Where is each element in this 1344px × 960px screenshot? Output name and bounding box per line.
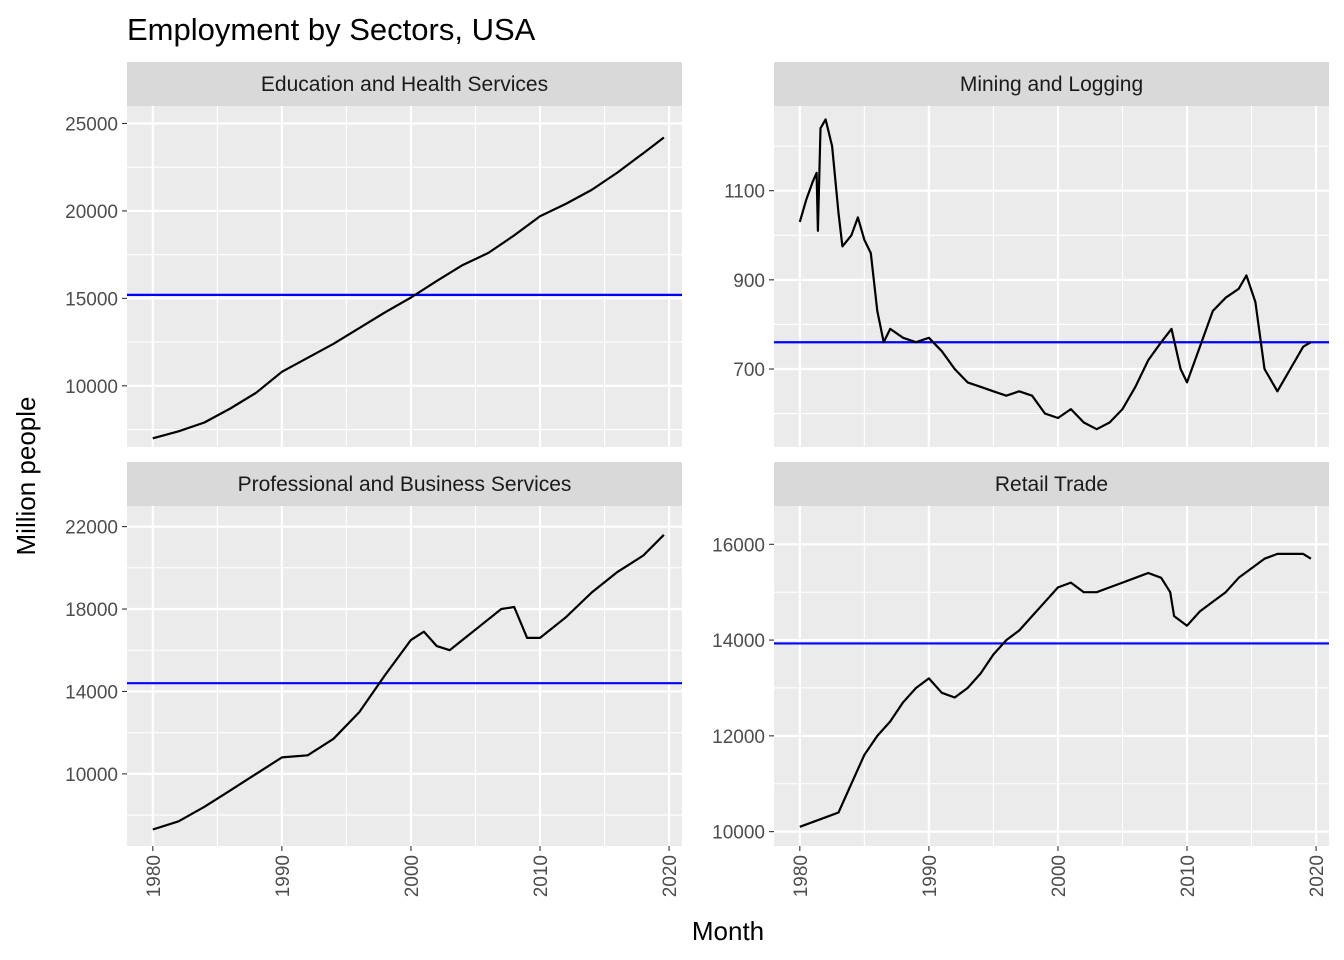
facet-panels: Education and Health Services 10000 15000 2…: [65, 62, 1329, 897]
y-tick-label: 700: [733, 360, 765, 381]
y-tick-label: 16000: [712, 535, 765, 556]
facet-strip-label: Retail Trade: [995, 473, 1108, 496]
y-tick-label: 14000: [65, 682, 118, 703]
y-tick-label: 10000: [65, 377, 118, 398]
facet-panel: Professional and Business Services 10000 1…: [65, 462, 682, 897]
y-tick-label: 18000: [65, 600, 118, 621]
x-tick-label: 2020: [660, 855, 681, 897]
x-tick-label: 1990: [920, 855, 941, 897]
y-tick-label: 22000: [65, 518, 118, 539]
y-tick-label: 25000: [65, 114, 118, 135]
x-tick-label: 2000: [402, 855, 423, 897]
panel-background: [127, 106, 682, 447]
panel-background: [127, 506, 682, 846]
facet-panel: Retail Trade 10000 12000 14000 16000 1980 1990…: [712, 462, 1329, 897]
x-axis-title: Month: [692, 916, 764, 946]
panel-background: [774, 506, 1329, 846]
facet-panel: Mining and Logging 700 900 1100: [724, 62, 1329, 447]
x-tick-label: 2020: [1307, 855, 1328, 897]
x-tick-label: 2010: [531, 855, 552, 897]
x-tick-label: 1980: [144, 855, 165, 897]
y-tick-label: 10000: [712, 823, 765, 844]
facet-strip-label: Professional and Business Services: [238, 473, 572, 496]
y-tick-label: 12000: [712, 727, 765, 748]
facet-panel: Education and Health Services 10000 15000 2…: [65, 62, 682, 447]
y-tick-label: 15000: [65, 289, 118, 310]
x-tick-label: 2010: [1178, 855, 1199, 897]
facet-strip-label: Education and Health Services: [261, 73, 548, 96]
facet-strip-label: Mining and Logging: [960, 73, 1143, 96]
y-tick-label: 10000: [65, 765, 118, 786]
y-tick-label: 20000: [65, 202, 118, 223]
y-axis-title: Million people: [11, 397, 41, 556]
y-tick-label: 900: [733, 271, 765, 292]
y-tick-label: 1100: [724, 182, 765, 203]
x-tick-label: 2000: [1049, 855, 1070, 897]
x-tick-label: 1980: [791, 855, 812, 897]
chart-title: Employment by Sectors, USA: [127, 12, 536, 47]
x-tick-label: 1990: [273, 855, 294, 897]
y-tick-label: 14000: [712, 631, 765, 652]
